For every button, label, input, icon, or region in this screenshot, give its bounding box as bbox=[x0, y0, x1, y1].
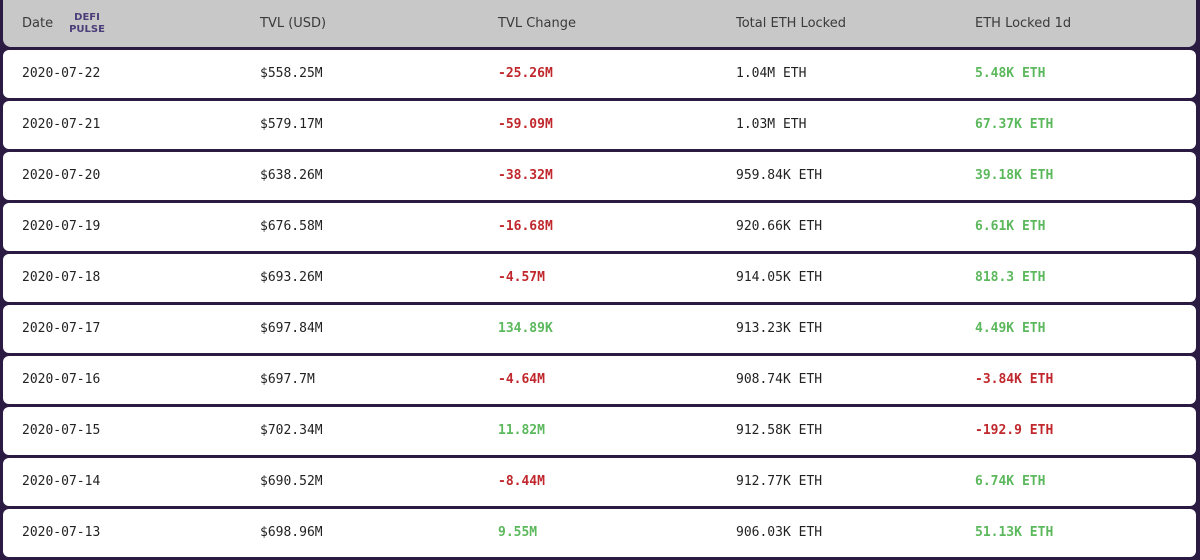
table-cell: 2020-07-17 bbox=[22, 321, 101, 336]
table-cell: -38.32M bbox=[498, 168, 553, 183]
table-cell: 4.49K ETH bbox=[975, 321, 1046, 336]
table-cell: 5.48K ETH bbox=[975, 66, 1046, 81]
column-header: TVL Change bbox=[498, 16, 576, 31]
table-row: 2020-07-16 $697.7M -4.64M 908.74K ETH -3.84K… bbox=[3, 356, 1196, 404]
table-cell: 2020-07-19 bbox=[22, 219, 101, 234]
logo-line: PULSE bbox=[69, 24, 105, 35]
table-row: 2020-07-15 $702.34M 11.82M 912.58K ETH -192.… bbox=[3, 407, 1196, 455]
table-cell: 2020-07-20 bbox=[22, 168, 101, 183]
table-cell: 2020-07-16 bbox=[22, 372, 101, 387]
table-cell: 959.84K ETH bbox=[736, 168, 823, 183]
table-cell: 912.58K ETH bbox=[736, 423, 823, 438]
table-cell: 2020-07-21 bbox=[22, 117, 101, 132]
table-cell: 1.03M ETH bbox=[736, 117, 807, 132]
table-cell: 912.77K ETH bbox=[736, 474, 823, 489]
table-cell: 6.61K ETH bbox=[975, 219, 1046, 234]
table-cell: -3.84K ETH bbox=[975, 372, 1054, 387]
table-cell: -4.64M bbox=[498, 372, 545, 387]
table-cell: 1.04M ETH bbox=[736, 66, 807, 81]
table-cell: 906.03K ETH bbox=[736, 525, 823, 540]
table-cell: 908.74K ETH bbox=[736, 372, 823, 387]
column-header: Date bbox=[22, 16, 54, 31]
table-cell: 6.74K ETH bbox=[975, 474, 1046, 489]
table-row: 2020-07-14 $690.52M -8.44M 912.77K ETH 6.74K… bbox=[3, 458, 1196, 506]
table-cell: $697.7M bbox=[260, 372, 315, 387]
table-cell: 51.13K ETH bbox=[975, 525, 1054, 540]
table-row: 2020-07-19 $676.58M -16.68M 920.66K ETH 6.61… bbox=[3, 203, 1196, 251]
table-cell: 914.05K ETH bbox=[736, 270, 823, 285]
table-cell: 134.89K bbox=[498, 321, 553, 336]
table-row: 2020-07-18 $693.26M -4.57M 914.05K ETH 818.3… bbox=[3, 254, 1196, 302]
table-cell: -192.9 ETH bbox=[975, 423, 1054, 438]
table-cell: -25.26M bbox=[498, 66, 553, 81]
table-cell: -59.09M bbox=[498, 117, 553, 132]
column-header: ETH Locked 1d bbox=[975, 16, 1072, 31]
table-cell: 913.23K ETH bbox=[736, 321, 823, 336]
table-cell: $702.34M bbox=[260, 423, 323, 438]
table-cell: 2020-07-18 bbox=[22, 270, 101, 285]
logo-line: DEFI bbox=[74, 12, 100, 23]
table-row: 2020-07-20 $638.26M -38.32M 959.84K ETH 39.1… bbox=[3, 152, 1196, 200]
table-row: 2020-07-22 $558.25M -25.26M 1.04M ETH 5.48K … bbox=[3, 50, 1196, 98]
table-cell: 818.3 ETH bbox=[975, 270, 1046, 285]
logo[interactable]: DEFI PULSE bbox=[67, 12, 107, 36]
table-cell: $676.58M bbox=[260, 219, 323, 234]
table-cell: $690.52M bbox=[260, 474, 323, 489]
table-cell: $579.17M bbox=[260, 117, 323, 132]
table-cell: 67.37K ETH bbox=[975, 117, 1054, 132]
table-cell: $558.25M bbox=[260, 66, 323, 81]
column-header: Total ETH Locked bbox=[736, 16, 846, 31]
table-cell: -8.44M bbox=[498, 474, 545, 489]
table-cell: 2020-07-14 bbox=[22, 474, 101, 489]
column-header: TVL (USD) bbox=[260, 16, 327, 31]
table-row: 2020-07-21 $579.17M -59.09M 1.03M ETH 67.37K… bbox=[3, 101, 1196, 149]
table-cell: 2020-07-15 bbox=[22, 423, 101, 438]
table-row: 2020-07-13 $698.96M 9.55M 906.03K ETH 51.13K… bbox=[3, 509, 1196, 557]
table-cell: 39.18K ETH bbox=[975, 168, 1054, 183]
table-cell: -4.57M bbox=[498, 270, 545, 285]
table-cell: 2020-07-13 bbox=[22, 525, 101, 540]
table-cell: $638.26M bbox=[260, 168, 323, 183]
table-cell: -16.68M bbox=[498, 219, 553, 234]
table-cell: $698.96M bbox=[260, 525, 323, 540]
table-header: DEFI PULSE Date TVL (USD) TVL Change Total … bbox=[3, 0, 1196, 47]
table-cell: 11.82M bbox=[498, 423, 545, 438]
table-cell: $697.84M bbox=[260, 321, 323, 336]
table-cell: 2020-07-22 bbox=[22, 66, 101, 81]
table-row: 2020-07-17 $697.84M 134.89K 913.23K ETH 4.49… bbox=[3, 305, 1196, 353]
table-cell: $693.26M bbox=[260, 270, 323, 285]
table-cell: 920.66K ETH bbox=[736, 219, 823, 234]
table-cell: 9.55M bbox=[498, 525, 538, 540]
